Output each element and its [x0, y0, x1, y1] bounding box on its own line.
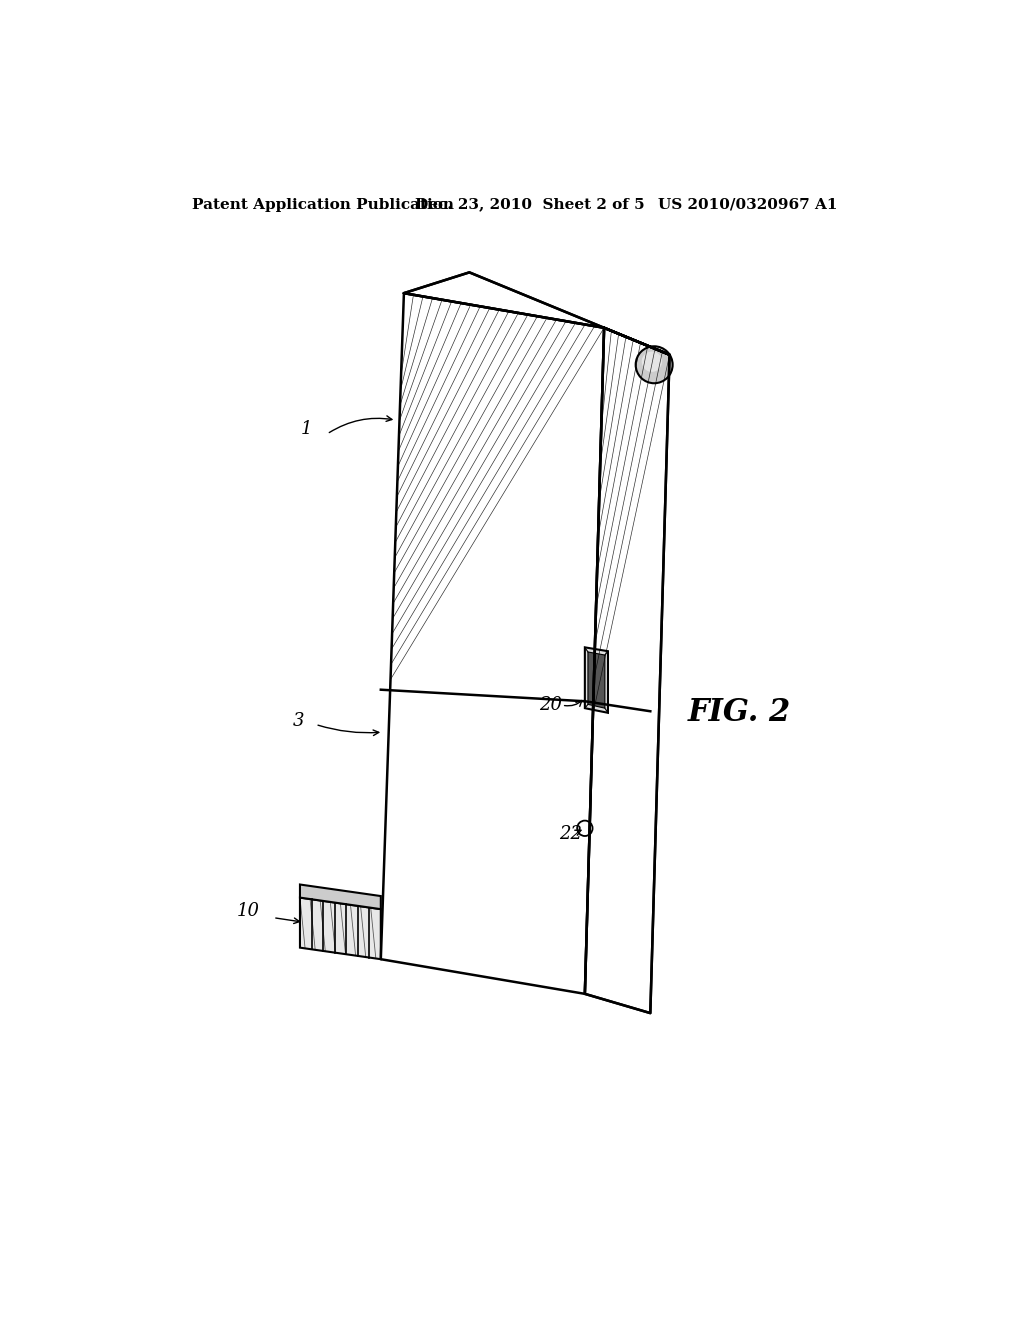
Text: US 2010/0320967 A1: US 2010/0320967 A1 — [658, 198, 838, 211]
Polygon shape — [300, 898, 381, 960]
Text: Patent Application Publication: Patent Application Publication — [193, 198, 455, 211]
Polygon shape — [588, 652, 605, 708]
Text: 10: 10 — [237, 903, 260, 920]
Polygon shape — [403, 272, 670, 355]
Text: 1: 1 — [300, 421, 312, 438]
Polygon shape — [585, 327, 670, 1014]
Text: 3: 3 — [293, 713, 304, 730]
Text: Dec. 23, 2010  Sheet 2 of 5: Dec. 23, 2010 Sheet 2 of 5 — [416, 198, 645, 211]
Text: 20: 20 — [539, 696, 562, 714]
Circle shape — [642, 351, 662, 372]
Polygon shape — [300, 884, 381, 909]
Polygon shape — [585, 647, 608, 713]
Text: 22: 22 — [559, 825, 583, 843]
Circle shape — [636, 346, 673, 383]
Polygon shape — [381, 293, 604, 994]
Text: FIG. 2: FIG. 2 — [687, 697, 791, 729]
Circle shape — [578, 821, 593, 836]
